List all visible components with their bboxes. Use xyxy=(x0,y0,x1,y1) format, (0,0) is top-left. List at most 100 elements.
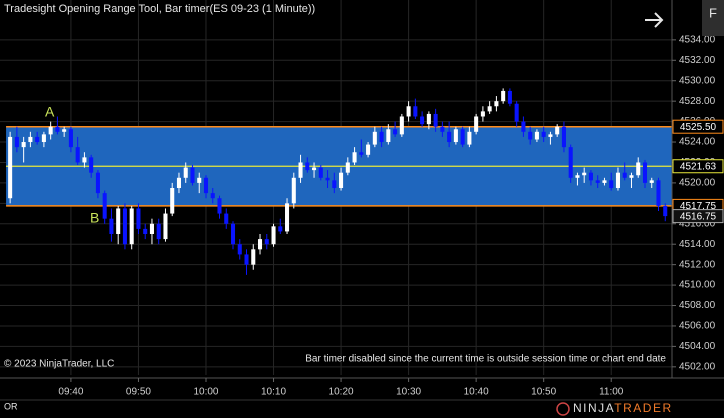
toolbar-button[interactable] xyxy=(702,0,724,36)
candle-body xyxy=(217,198,222,214)
arrow-icon[interactable] xyxy=(645,12,664,28)
candle-body xyxy=(68,129,73,148)
price-marker-label: 4517.75 xyxy=(680,201,717,212)
candle-body xyxy=(528,131,533,140)
candle-body xyxy=(264,239,269,245)
candle-body xyxy=(271,226,276,245)
candle-body xyxy=(649,180,654,183)
candle-body xyxy=(176,177,182,189)
candle-body xyxy=(102,193,107,219)
candle-body xyxy=(426,113,431,125)
candle-body xyxy=(534,131,539,140)
candle-body xyxy=(372,131,377,145)
y-tick-label: 4510.00 xyxy=(679,280,716,291)
candle-body xyxy=(224,213,229,224)
candle-body xyxy=(555,126,560,135)
candle-body xyxy=(609,180,614,189)
annotation: B xyxy=(90,210,99,226)
candle-body xyxy=(615,172,620,189)
candle-body xyxy=(541,131,546,137)
candle-body xyxy=(629,175,634,178)
price-marker-box xyxy=(672,119,724,134)
candle-body xyxy=(453,129,458,143)
y-tick-label: 4512.00 xyxy=(679,259,716,270)
candle-body xyxy=(345,162,350,173)
x-tick-label: 09:40 xyxy=(58,387,83,398)
candle-body xyxy=(568,147,573,178)
opening-range xyxy=(6,125,673,207)
candle-body xyxy=(197,177,202,183)
candle-body xyxy=(413,106,418,117)
candle-body xyxy=(352,152,357,163)
candle-body xyxy=(440,126,445,132)
x-tick-label: 09:50 xyxy=(126,387,151,398)
candle-body xyxy=(251,249,256,265)
price-marker-label: 4525.50 xyxy=(680,122,717,133)
candle-body xyxy=(366,144,371,155)
candle-body xyxy=(501,90,506,102)
candle-body xyxy=(575,175,580,178)
y-tick-label: 4504.00 xyxy=(679,341,716,352)
candle-body xyxy=(285,203,290,232)
x-tick-label: 10:00 xyxy=(193,387,218,398)
y-tick-label: 4534.00 xyxy=(679,34,716,45)
candle-body xyxy=(109,218,114,234)
candle-body xyxy=(82,157,87,163)
candle-body xyxy=(21,142,26,148)
candle-body xyxy=(622,172,627,178)
candle-body xyxy=(291,177,296,204)
candle-body xyxy=(514,103,519,122)
candle-body xyxy=(642,162,648,183)
candle-body xyxy=(460,129,465,145)
y-tick-label: 4520.00 xyxy=(679,178,716,189)
y-tick-label: 4514.00 xyxy=(679,239,716,250)
navigate-arrow[interactable] xyxy=(645,12,664,28)
candle-body xyxy=(521,121,526,132)
candle-body xyxy=(28,136,33,143)
candle-body xyxy=(257,239,263,250)
x-tick-label: 10:20 xyxy=(329,387,354,398)
candle-body xyxy=(447,131,452,143)
y-tick-label: 4508.00 xyxy=(679,300,716,311)
price-marker-box xyxy=(672,159,724,174)
candle-body xyxy=(129,208,134,245)
logo: NINJATRADER xyxy=(556,401,673,416)
candle-body xyxy=(298,162,303,178)
y-tick-label: 4524.00 xyxy=(679,137,716,148)
candle-body xyxy=(379,131,384,143)
logo-text: NINJATRADER xyxy=(573,401,673,415)
candle-body xyxy=(116,208,121,234)
candle-body xyxy=(663,205,668,217)
candle-body xyxy=(399,116,404,135)
candle-body xyxy=(339,172,344,189)
candle-body xyxy=(656,180,661,206)
candles xyxy=(8,88,668,275)
candle-body xyxy=(582,172,587,176)
candle-body xyxy=(602,180,607,183)
candle-body xyxy=(548,134,553,137)
candle-body xyxy=(230,223,236,245)
y-tick-label: 4506.00 xyxy=(679,321,716,332)
candle-body xyxy=(156,223,161,240)
candle-body xyxy=(41,134,46,143)
price-marker-label: 4516.75 xyxy=(680,211,717,222)
toolbar-button-label[interactable]: F xyxy=(709,5,717,20)
logo-suffix: TRADER xyxy=(614,401,672,415)
candle-body xyxy=(278,226,283,232)
candle-body xyxy=(203,177,209,194)
candle-body xyxy=(210,193,215,199)
candle-body xyxy=(433,113,438,127)
candle-body xyxy=(75,147,80,163)
candle-body xyxy=(244,254,249,265)
candle-body xyxy=(359,152,364,155)
x-tick-label: 10:40 xyxy=(464,387,489,398)
chart-title: Tradesight Opening Range Tool, Bar timer… xyxy=(4,3,315,15)
y-tick-label: 4530.00 xyxy=(679,75,716,86)
candle-body xyxy=(190,167,195,183)
y-tick-label: 4502.00 xyxy=(679,361,716,372)
candle-body xyxy=(588,172,593,181)
candle-body xyxy=(163,213,168,240)
